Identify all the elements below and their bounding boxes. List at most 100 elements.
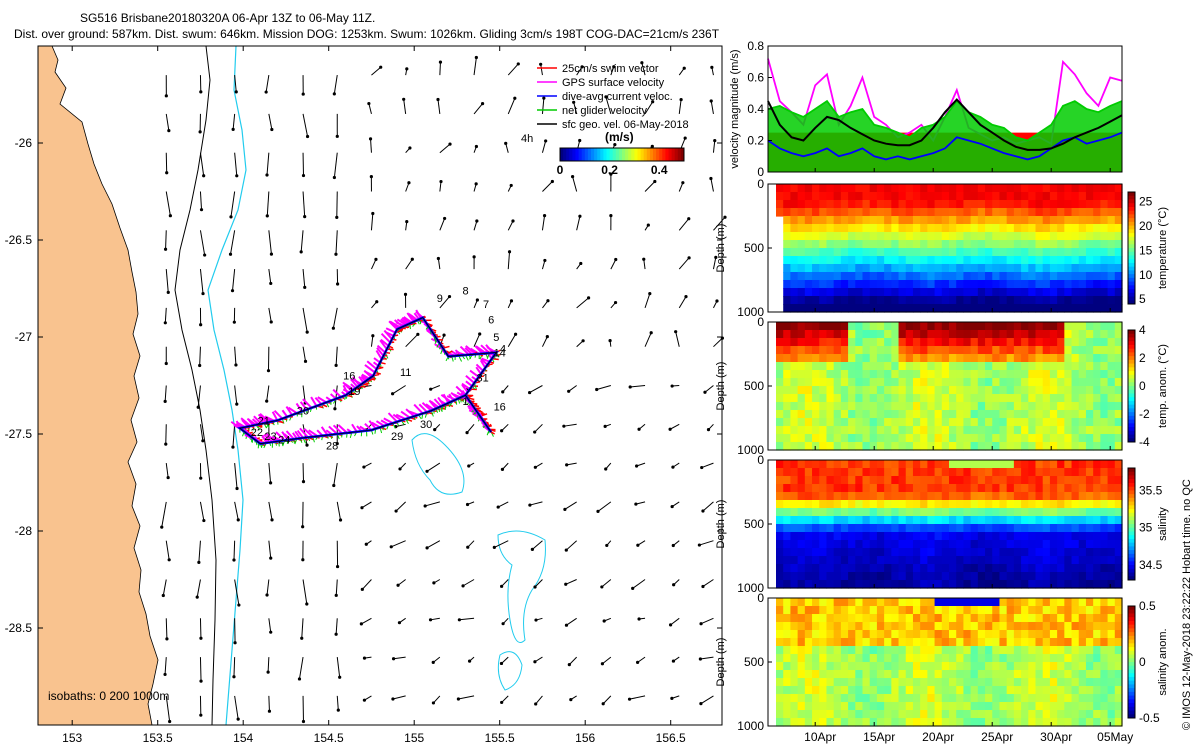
section-cell xyxy=(797,378,806,387)
section-cell xyxy=(891,288,900,297)
section-cell xyxy=(1049,346,1058,355)
section-cell xyxy=(977,386,986,395)
section-cell xyxy=(920,370,928,379)
section-cell xyxy=(985,468,993,477)
section-cell xyxy=(905,208,914,217)
section-cell xyxy=(819,500,828,509)
section-cell xyxy=(977,622,986,631)
section-cell xyxy=(905,192,914,201)
section-cell xyxy=(905,556,914,565)
section-cell xyxy=(934,296,943,305)
section-cell xyxy=(963,622,972,631)
section-cell xyxy=(1078,460,1087,469)
gps-velocity-mark xyxy=(383,329,393,340)
section-cell xyxy=(1100,410,1109,419)
geo-vector-head xyxy=(431,701,436,705)
section-cell xyxy=(819,232,828,241)
section-cell xyxy=(833,240,842,249)
section-cell xyxy=(1085,564,1094,573)
section-cell xyxy=(1042,338,1051,347)
section-cell xyxy=(970,492,979,501)
section-cell xyxy=(941,386,950,395)
section-cell xyxy=(797,638,806,647)
section-cell xyxy=(833,256,842,265)
section-cell xyxy=(941,410,950,419)
section-cell xyxy=(912,402,921,411)
section-cell xyxy=(999,192,1008,201)
section-cell xyxy=(898,288,907,297)
section-cell xyxy=(869,394,878,403)
section-cell xyxy=(884,322,892,331)
track-day-label: 23 xyxy=(264,431,276,443)
section-cell xyxy=(840,710,849,719)
section-cell xyxy=(1071,248,1080,257)
section-cell xyxy=(776,572,784,581)
geo-vector xyxy=(576,216,581,231)
section-cell xyxy=(956,402,965,411)
section-cell xyxy=(1071,216,1080,225)
geo-vector xyxy=(602,656,612,665)
section-cell xyxy=(790,256,799,265)
section-cell xyxy=(977,402,986,411)
section-cell xyxy=(1100,240,1109,249)
section-cell xyxy=(1035,500,1044,509)
section-cell xyxy=(1035,346,1044,355)
section-cell xyxy=(949,630,957,639)
section-cell xyxy=(1064,484,1073,493)
section-cell xyxy=(848,370,856,379)
section-cell xyxy=(1100,614,1109,623)
geo-vector xyxy=(199,501,205,521)
section-cell xyxy=(776,370,784,379)
section-cell xyxy=(891,540,900,549)
section-cell xyxy=(912,386,921,395)
section-cell xyxy=(1093,386,1101,395)
section-cell xyxy=(797,564,806,573)
section-cell xyxy=(905,296,914,305)
colorbar-cell xyxy=(618,148,623,161)
section-cell xyxy=(797,434,806,443)
section-cell xyxy=(905,460,914,469)
section-cell xyxy=(848,646,856,655)
geo-vector xyxy=(426,462,441,472)
section-cell xyxy=(855,548,864,557)
geo-vector-head xyxy=(299,250,303,254)
section-cell xyxy=(1006,402,1015,411)
section-cell xyxy=(848,500,856,509)
section-cell xyxy=(776,338,784,347)
section-cell xyxy=(1071,256,1080,265)
section-cell xyxy=(1071,354,1080,363)
section-cell xyxy=(804,232,813,241)
legend-swim: 25cm/s swim vector xyxy=(562,63,659,75)
section-cell xyxy=(1006,394,1015,403)
section-cell xyxy=(1078,694,1087,703)
map-ytick-label: -26.5 xyxy=(5,233,33,247)
section-cell xyxy=(970,224,979,233)
section-cell xyxy=(956,564,965,573)
colorbar-cell xyxy=(615,148,620,161)
section-cell xyxy=(898,564,907,573)
section-cell xyxy=(1028,248,1037,257)
gps-velocity-mark xyxy=(351,423,358,433)
section-cell xyxy=(869,702,878,711)
section-colorbar-cell xyxy=(1128,706,1135,712)
section-colorbar-cell xyxy=(1128,620,1135,626)
geo-vector xyxy=(370,259,377,270)
section-cell xyxy=(876,694,885,703)
section-cell xyxy=(783,580,792,589)
section-cell xyxy=(1021,662,1029,671)
section-cell xyxy=(819,280,828,289)
section-ylabel: Depth (m) xyxy=(715,224,727,273)
section-cell xyxy=(812,508,820,517)
section-cell xyxy=(812,216,820,225)
section-cell xyxy=(927,304,936,313)
section-cell xyxy=(949,516,957,525)
section-cell xyxy=(848,442,856,451)
section-cell xyxy=(783,548,792,557)
section-cell xyxy=(905,232,914,241)
track-centerline xyxy=(238,317,498,445)
section-colorbar-cell xyxy=(1128,430,1135,436)
section-cell xyxy=(862,710,871,719)
geo-vector-head xyxy=(305,134,310,139)
section-cell xyxy=(1100,256,1109,265)
section-cell xyxy=(1107,346,1116,355)
